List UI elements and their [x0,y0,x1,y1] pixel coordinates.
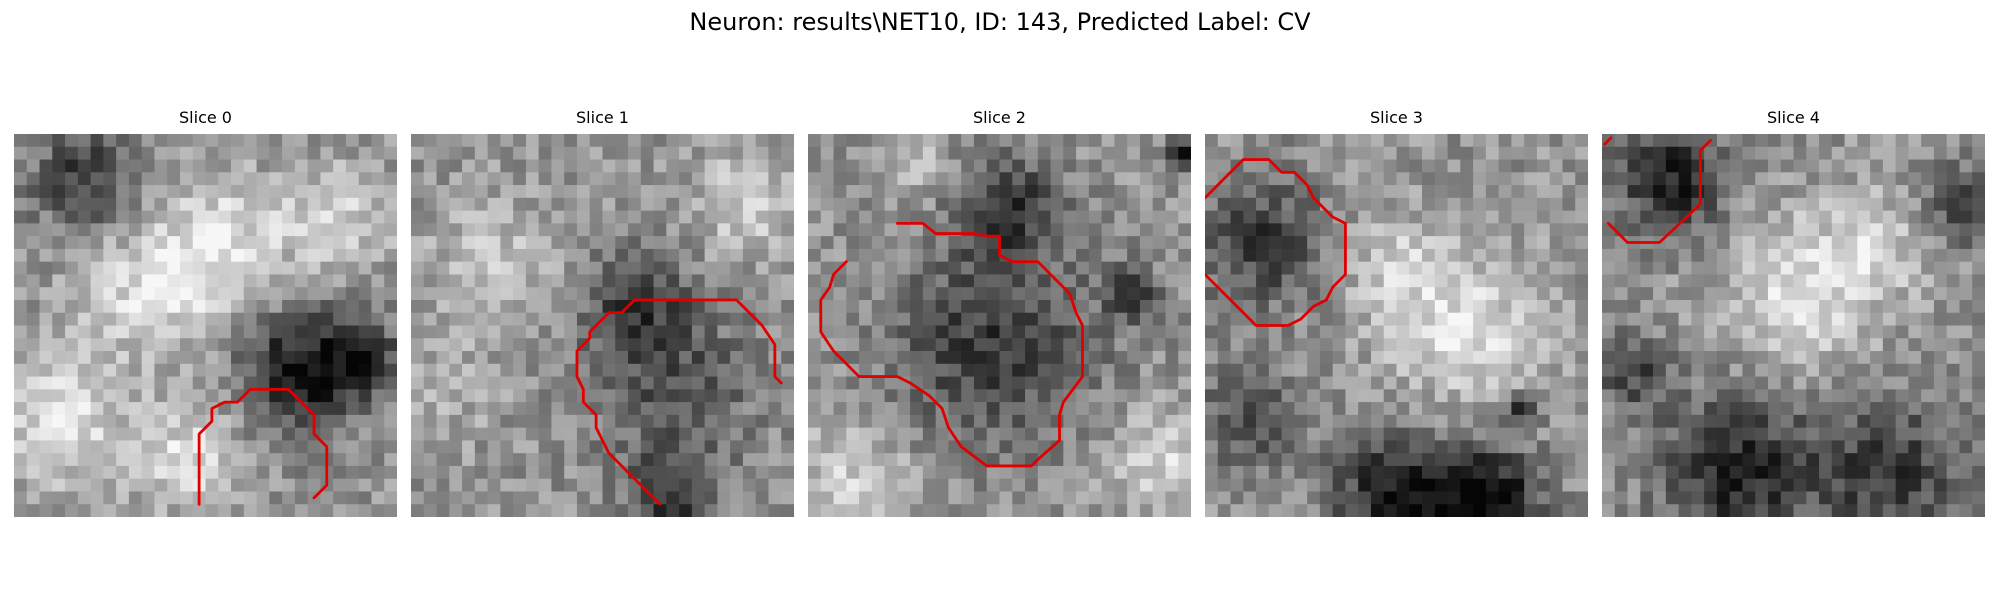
slice-title: Slice 1 [576,108,629,127]
segmentation-contour [575,298,783,506]
slice-image [1205,134,1588,517]
pixel-grid [1602,134,1985,517]
segmentation-contour [819,221,1084,468]
slice-panel-1: Slice 1 [411,108,794,522]
pixel-grid [808,134,1191,517]
slice-title: Slice 2 [973,108,1026,127]
segmentation-contour [1606,138,1712,244]
slice-image [411,134,794,517]
slice-panel-0: Slice 0 [14,108,397,522]
slice-image [1602,134,1985,517]
figure-title: Neuron: results\NET10, ID: 143, Predicte… [689,8,1311,36]
slice-title: Slice 4 [1767,108,1820,127]
slice-title: Slice 0 [179,108,232,127]
slice-panel-4: Slice 4 [1602,108,1985,522]
segmentation-contour [1205,158,1347,327]
slice-panel-2: Slice 2 [808,108,1191,522]
slice-image [808,134,1191,517]
slice-title: Slice 3 [1370,108,1423,127]
segmentation-contour [1603,136,1613,146]
segmentation-contour [197,387,329,506]
slice-image [14,134,397,517]
slice-panel-3: Slice 3 [1205,108,1588,522]
pixel-grid [14,134,397,517]
pixel-grid [1205,134,1588,517]
pixel-grid [411,134,794,517]
